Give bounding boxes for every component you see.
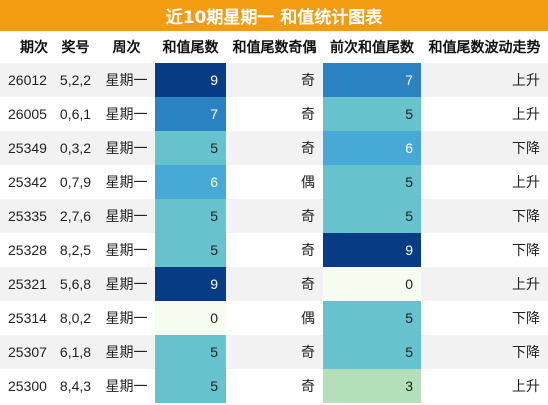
tail-cell: 6 [155,165,226,199]
parity-cell: 奇 [226,131,323,165]
weekday-cell: 星期一 [105,310,148,326]
tail-cell: 5 [155,335,226,369]
parity-cell: 偶 [301,174,315,190]
prev-tail-cell: 6 [323,131,421,165]
prev-tail-cell: 7 [323,63,421,97]
trend-cell: 上升 [512,174,540,190]
header-issue: 期次 [0,31,53,63]
weekday-cell: 星期一 [98,63,155,97]
weekday-cell: 星期一 [105,378,148,394]
tail-cell: 5 [155,369,226,403]
tail-cell: 5 [155,131,226,165]
parity-cell: 奇 [226,199,323,233]
parity-cell: 奇 [226,335,323,369]
issue-cell: 25307 [0,335,53,369]
parity-cell: 奇 [301,378,315,394]
table-row: 25300 8,4,3 星期一 5 奇 3 上升 [0,369,548,403]
header-prize: 奖号 [53,31,98,63]
parity-cell: 奇 [301,242,315,258]
prize-cell: 0,6,1 [59,106,92,122]
weekday-cell: 星期一 [105,174,148,190]
prize-cell: 8,4,3 [59,378,92,394]
issue-cell: 25328 [8,242,47,258]
header-row: 期次 奖号 周次 和值尾数 和值尾数奇偶 前次和值尾数 和值尾数波动走势 [0,31,548,63]
prev-tail-cell: 5 [323,199,421,233]
prev-tail-cell: 3 [323,369,421,403]
issue-cell: 25335 [0,199,53,233]
header-tail: 和值尾数 [155,31,226,63]
parity-cell: 奇 [226,63,323,97]
prev-tail-cell: 5 [323,97,421,131]
issue-cell: 26012 [0,63,53,97]
table-row: 26005 0,6,1 星期一 7 奇 5 上升 [0,97,548,131]
issue-cell: 25321 [0,267,53,301]
table-row: 25342 0,7,9 星期一 6 偶 5 上升 [0,165,548,199]
table-row: 25321 5,6,8 星期一 9 奇 0 上升 [0,267,548,301]
tail-cell: 5 [155,233,226,267]
header-parity: 和值尾数奇偶 [226,31,323,63]
parity-cell: 奇 [301,106,315,122]
header-weekday: 周次 [98,31,155,63]
trend-cell: 下降 [512,310,540,326]
parity-cell: 奇 [226,267,323,301]
tail-cell: 0 [155,301,226,335]
table-row: 26012 5,2,2 星期一 9 奇 7 上升 [0,63,548,97]
table-row: 25349 0,3,2 星期一 5 奇 6 下降 [0,131,548,165]
weekday-cell: 星期一 [98,267,155,301]
weekday-cell: 星期一 [98,335,155,369]
page-title: 近10期星期一 和值统计图表 [0,0,548,31]
issue-cell: 25342 [8,174,47,190]
tail-cell: 7 [155,97,226,131]
trend-cell: 下降 [512,242,540,258]
issue-cell: 25300 [8,378,47,394]
prize-cell: 5,2,2 [53,63,98,97]
stats-table: 期次 奖号 周次 和值尾数 和值尾数奇偶 前次和值尾数 和值尾数波动走势 260… [0,31,548,403]
header-trend: 和值尾数波动走势 [421,31,548,63]
trend-cell: 上升 [512,378,540,394]
weekday-cell: 星期一 [105,242,148,258]
prize-cell: 0,7,9 [59,174,92,190]
table-row: 25314 8,0,2 星期一 0 偶 5 下降 [0,301,548,335]
prize-cell: 6,1,8 [53,335,98,369]
issue-cell: 26005 [8,106,47,122]
tail-cell: 9 [155,267,226,301]
trend-cell: 下降 [421,199,548,233]
prev-tail-cell: 9 [323,233,421,267]
prev-tail-cell: 5 [323,335,421,369]
weekday-cell: 星期一 [105,106,148,122]
prev-tail-cell: 0 [323,267,421,301]
weekday-cell: 星期一 [98,131,155,165]
trend-cell: 下降 [421,335,548,369]
parity-cell: 偶 [301,310,315,326]
table-row: 25328 8,2,5 星期一 5 奇 9 下降 [0,233,548,267]
weekday-cell: 星期一 [98,199,155,233]
issue-cell: 25349 [0,131,53,165]
trend-cell: 上升 [421,267,548,301]
tail-cell: 9 [155,63,226,97]
prev-tail-cell: 5 [323,165,421,199]
trend-cell: 下降 [421,131,548,165]
prize-cell: 8,2,5 [59,242,92,258]
table-row: 25335 2,7,6 星期一 5 奇 5 下降 [0,199,548,233]
tail-cell: 5 [155,199,226,233]
prize-cell: 8,0,2 [59,310,92,326]
trend-cell: 上升 [421,63,548,97]
issue-cell: 25314 [8,310,47,326]
prize-cell: 0,3,2 [53,131,98,165]
prize-cell: 2,7,6 [53,199,98,233]
prev-tail-cell: 5 [323,301,421,335]
table-row: 25307 6,1,8 星期一 5 奇 5 下降 [0,335,548,369]
header-prev-tail: 前次和值尾数 [323,31,421,63]
trend-cell: 上升 [512,106,540,122]
prize-cell: 5,6,8 [53,267,98,301]
